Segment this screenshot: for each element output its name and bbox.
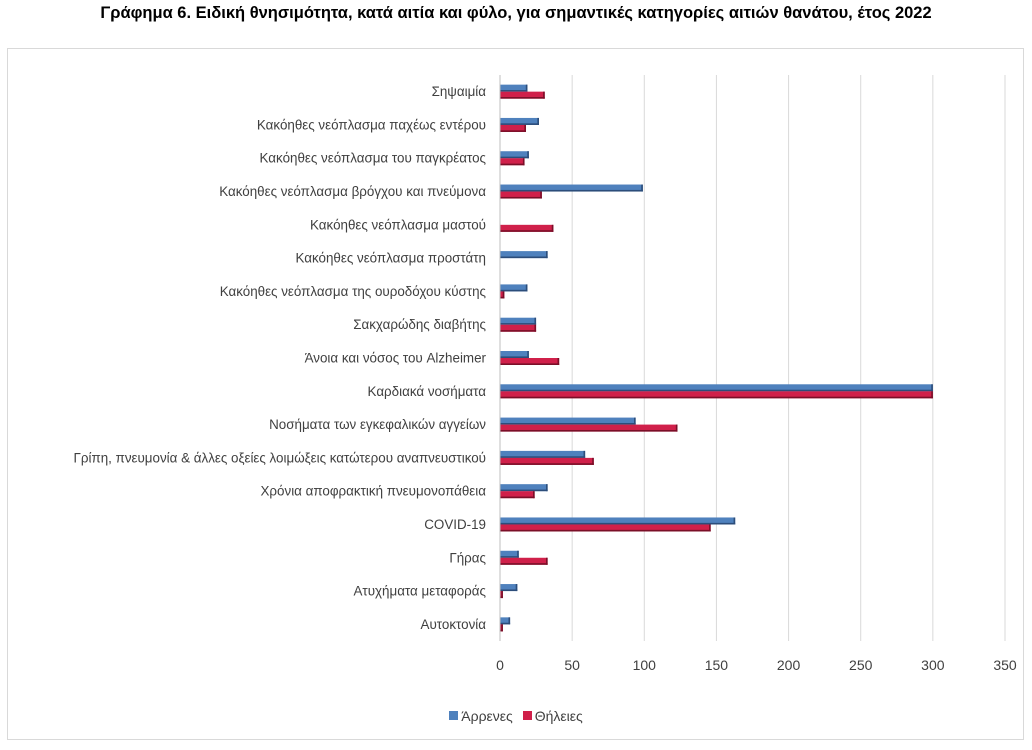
- bar-female: [500, 91, 545, 99]
- category-label: Κακόηθες νεόπλασμα μαστού: [310, 217, 486, 232]
- bar-male: [500, 284, 528, 292]
- category-label: Σηψαιμία: [432, 84, 487, 99]
- x-tick-label: 300: [921, 657, 945, 673]
- bar-female: [500, 324, 537, 332]
- bar-male: [500, 317, 537, 325]
- chart-frame: [7, 48, 1024, 740]
- bar-male: [500, 384, 933, 392]
- chart-title: Γράφημα 6. Ειδική θνησιμότητα, κατά αιτί…: [100, 4, 932, 22]
- bar-male: [500, 184, 643, 192]
- bar-male: [500, 584, 518, 592]
- legend-item-male: Άρρενες: [449, 708, 513, 724]
- bar-female: [500, 624, 503, 632]
- legend-label-male: Άρρενες: [461, 707, 513, 724]
- category-label: Ατυχήματα μεταφοράς: [353, 584, 486, 599]
- bar-male: [500, 517, 736, 525]
- category-label: Άνοια και νόσος του Alzheimer: [305, 351, 487, 366]
- bar-female: [500, 291, 505, 299]
- bar-male: [500, 84, 528, 92]
- bar-female: [500, 424, 678, 432]
- category-label: Κακόηθες νεόπλασμα της ουροδόχου κύστης: [220, 284, 487, 299]
- category-label: Κακόηθες νεόπλασμα παχέως εντέρου: [257, 117, 486, 132]
- bar-female: [500, 557, 548, 565]
- bar-female: [500, 591, 503, 599]
- bar-male: [500, 151, 529, 159]
- bar-female: [500, 191, 542, 199]
- bar-female: [500, 491, 535, 499]
- category-label: Κακόηθες νεόπλασμα του παγκρέατος: [260, 151, 487, 166]
- legend-swatch-female: [522, 711, 532, 720]
- bar-female: [500, 224, 554, 232]
- bar-male: [500, 550, 519, 558]
- x-tick-label: 350: [993, 657, 1017, 673]
- category-label: Αυτοκτονία: [421, 617, 487, 632]
- category-label: Κακόηθες νεόπλασμα βρόγχου και πνεύμονα: [219, 184, 486, 199]
- category-label: Γήρας: [449, 550, 486, 565]
- bar-female: [500, 524, 711, 532]
- x-tick-label: 100: [633, 657, 657, 673]
- category-label: Γρίπη, πνευμονία & άλλες οξείες λοιμώξει…: [73, 450, 486, 465]
- legend-item-female: Θήλειες: [522, 707, 583, 724]
- bar-female: [500, 158, 525, 166]
- bar-female: [500, 457, 594, 465]
- bar-male: [500, 450, 586, 458]
- bar-male: [500, 251, 548, 259]
- legend: Άρρενες Θήλειες: [0, 707, 1032, 724]
- legend-swatch-male: [449, 711, 459, 720]
- category-label: Σακχαρώδης διαβήτης: [353, 317, 486, 332]
- category-label: Χρόνια αποφρακτική πνευμονοπάθεια: [261, 484, 487, 499]
- x-tick-label: 0: [496, 657, 504, 673]
- category-label: Καρδιακά νοσήματα: [368, 384, 487, 399]
- x-tick-label: 50: [564, 657, 580, 673]
- bar-male: [500, 417, 636, 425]
- legend-label-female: Θήλειες: [534, 707, 583, 724]
- x-tick-label: 250: [849, 657, 873, 673]
- bar-male: [500, 484, 548, 492]
- category-label: Νοσήματα των εγκεφαλικών αγγείων: [269, 417, 486, 432]
- category-label: Κακόηθες νεόπλασμα προστάτη: [295, 251, 486, 266]
- bar-male: [500, 117, 539, 125]
- x-tick-label: 200: [777, 657, 801, 673]
- category-label: COVID-19: [424, 517, 486, 532]
- bar-male: [500, 617, 511, 625]
- bar-female: [500, 391, 933, 399]
- x-tick-label: 150: [705, 657, 729, 673]
- bar-male: [500, 351, 529, 358]
- bar-female: [500, 358, 560, 365]
- bar-female: [500, 124, 526, 132]
